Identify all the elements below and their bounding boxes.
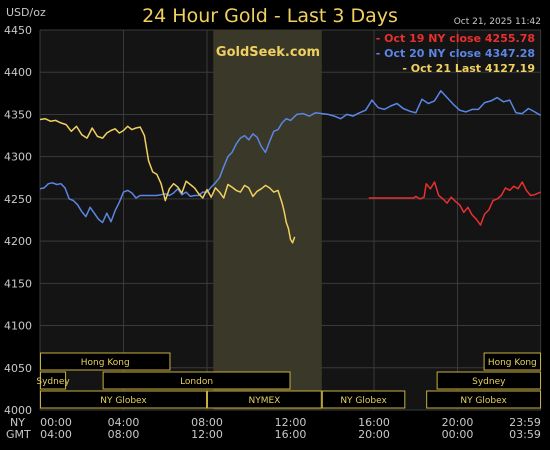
x-tick-ny-label: 20:00	[442, 416, 474, 429]
session-bar-label: NYMEX	[248, 396, 280, 406]
session-bar-label: Sydney	[472, 377, 506, 387]
x-tick-ny-label: 23:59	[509, 416, 541, 429]
y-tick-label: 4450	[4, 24, 32, 37]
x-tick-gmt-label: 16:00	[275, 428, 307, 441]
series-line-1	[368, 181, 541, 226]
y-tick-label: 4050	[4, 362, 32, 375]
session-bar: London	[102, 371, 291, 390]
session-bar: NY Globex	[321, 390, 406, 409]
x-tick-gmt-label: 12:00	[191, 428, 223, 441]
unit-label: USD/oz	[6, 6, 46, 19]
session-bar: Hong Kong	[483, 352, 541, 371]
y-tick-label: 4350	[4, 108, 32, 121]
y-tick-label: 4000	[4, 404, 32, 417]
x-tick-gmt-label: 08:00	[108, 428, 140, 441]
x-tick-gmt-label: 00:00	[442, 428, 474, 441]
x-tick-ny-label: 00:00	[40, 416, 72, 429]
session-bar-box	[207, 390, 322, 409]
legend-entry: - Oct 20 NY close 4347.28	[376, 47, 535, 60]
timestamp: Oct 21, 2025 11:42	[454, 17, 541, 27]
x-tick-ny-label: 16:00	[358, 416, 390, 429]
y-tick-label: 4100	[4, 320, 32, 333]
session-bar-label: Sydney	[36, 377, 70, 387]
chart-title: 24 Hour Gold - Last 3 Days	[142, 5, 398, 27]
ny-row-label: NY	[10, 416, 25, 429]
session-bar-label: NY Globex	[460, 396, 507, 406]
session-bar-box	[426, 390, 541, 409]
session-bar-box	[436, 371, 541, 390]
goldseek-watermark: GoldSeek.com	[216, 45, 320, 60]
legend-entry: - Oct 21 Last 4127.19	[402, 62, 535, 75]
session-bar-box	[40, 371, 67, 390]
session-bar-box	[321, 390, 406, 409]
session-bar-label: London	[180, 377, 213, 387]
session-bar-box	[483, 352, 541, 371]
session-bar-box	[40, 390, 207, 409]
x-tick-ny-label: 08:00	[191, 416, 223, 429]
x-tick-gmt-label: 04:00	[40, 428, 72, 441]
session-bar-label: Hong Kong	[81, 358, 130, 368]
x-tick-gmt-label: 03:59	[509, 428, 541, 441]
y-tick-label: 4250	[4, 193, 32, 206]
session-bar-label: Hong Kong	[488, 358, 537, 368]
y-tick-label: 4200	[4, 235, 32, 248]
x-tick-ny-label: 04:00	[108, 416, 140, 429]
x-tick-ny-label: 12:00	[275, 416, 307, 429]
session-bar-label: NY Globex	[100, 396, 147, 406]
session-bar-label: NY Globex	[340, 396, 387, 406]
y-tick-label: 4400	[4, 66, 32, 79]
nymex-highlight-band	[213, 30, 322, 410]
session-bar: NY Globex	[426, 390, 541, 409]
session-bar: NY Globex	[40, 390, 207, 409]
series-line-3	[39, 117, 296, 244]
legend-entry: - Oct 19 NY close 4255.78	[376, 32, 535, 45]
session-bar: NYMEX	[207, 390, 322, 409]
y-tick-label: 4300	[4, 151, 32, 164]
session-bar: Hong Kong	[40, 352, 171, 371]
gmt-row-label: GMT	[6, 428, 31, 441]
session-bar-box	[40, 352, 171, 371]
session-bar-box	[102, 371, 291, 390]
session-bar: Sydney	[36, 371, 70, 390]
y-tick-label: 4150	[4, 277, 32, 290]
x-tick-gmt-label: 20:00	[358, 428, 390, 441]
series-line-2	[39, 90, 541, 224]
session-bar: Sydney	[436, 371, 541, 390]
